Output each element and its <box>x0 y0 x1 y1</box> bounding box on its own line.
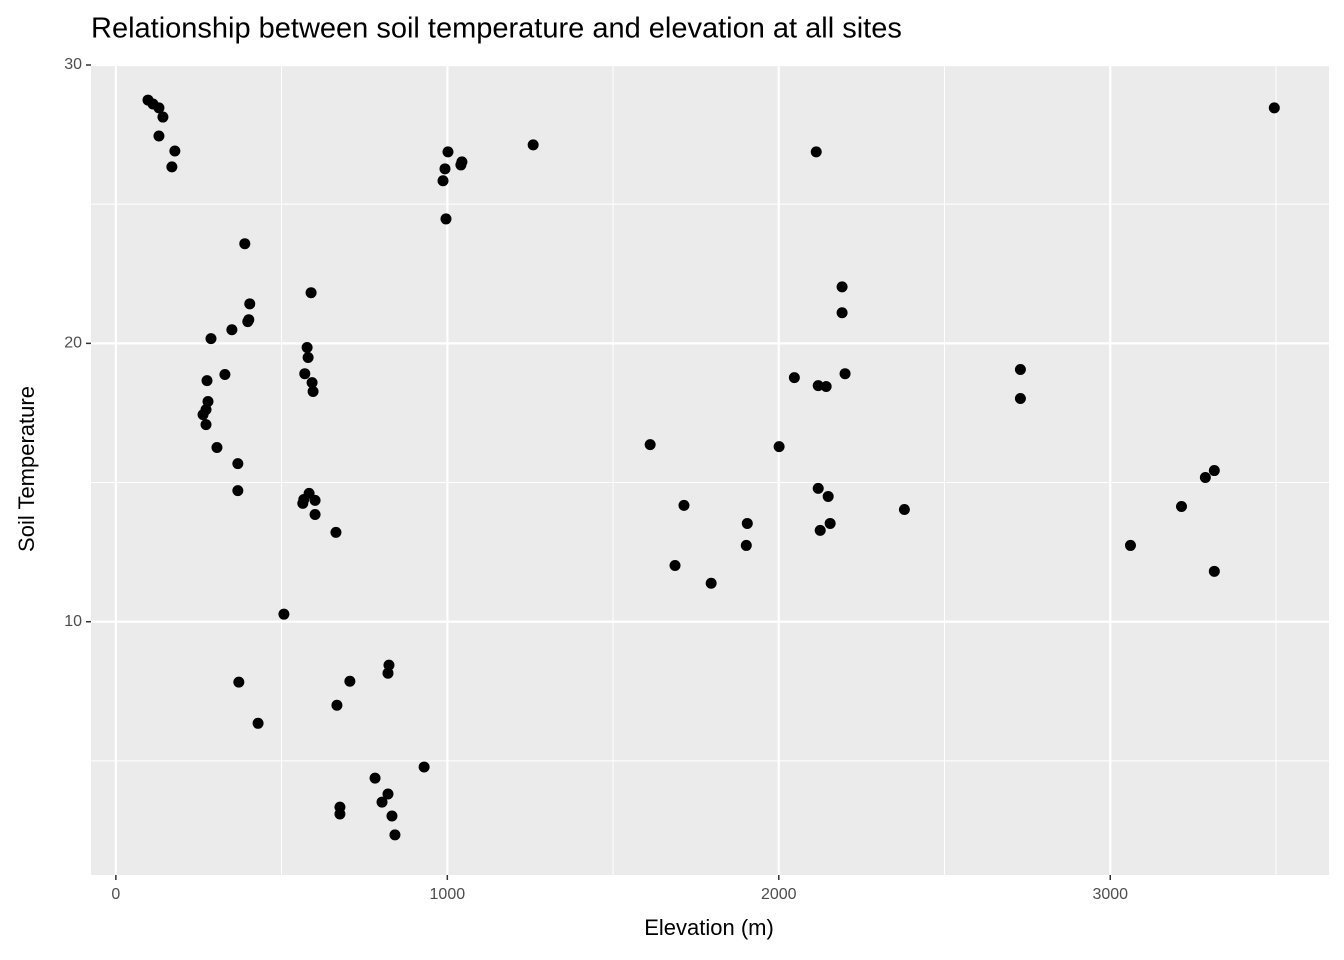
point <box>382 788 394 800</box>
point <box>644 439 656 451</box>
point <box>810 146 822 158</box>
point <box>169 145 181 157</box>
x-tick-label: 3000 <box>1092 886 1128 903</box>
point <box>773 441 785 453</box>
point <box>299 368 311 380</box>
point <box>278 608 290 620</box>
plot-panel <box>91 65 1329 875</box>
point <box>382 667 394 679</box>
point <box>455 159 467 171</box>
point <box>1268 102 1280 114</box>
point <box>820 380 832 392</box>
point <box>157 111 169 123</box>
point <box>309 494 321 506</box>
point <box>306 377 318 389</box>
point <box>705 577 717 589</box>
x-axis-title: Elevation (m) <box>644 915 774 940</box>
point <box>836 281 848 293</box>
point <box>1176 500 1188 512</box>
point <box>239 238 251 250</box>
point <box>839 368 851 380</box>
point <box>788 372 800 384</box>
point <box>305 287 317 299</box>
point <box>197 409 209 421</box>
point <box>1199 472 1211 484</box>
point <box>418 761 430 773</box>
point <box>166 161 178 173</box>
chart-title: Relationship between soil temperature an… <box>91 13 902 45</box>
point <box>669 559 681 571</box>
point <box>219 369 231 381</box>
point <box>812 380 824 392</box>
point <box>442 146 454 158</box>
point <box>1124 539 1136 551</box>
point <box>302 352 314 364</box>
point <box>383 659 395 671</box>
point <box>233 676 245 688</box>
point <box>1208 565 1220 577</box>
point <box>200 419 212 431</box>
point <box>201 375 213 387</box>
point <box>824 517 836 529</box>
point <box>205 333 217 345</box>
point <box>226 324 238 336</box>
point <box>309 509 321 521</box>
point <box>440 213 452 225</box>
point <box>740 539 752 551</box>
point <box>153 130 165 142</box>
point <box>242 316 254 328</box>
x-tick-label: 1000 <box>430 886 466 903</box>
point <box>812 482 824 494</box>
point <box>386 810 398 822</box>
point <box>439 163 451 175</box>
point <box>153 102 165 114</box>
point <box>232 458 244 470</box>
point <box>252 717 264 729</box>
point <box>822 490 834 502</box>
point <box>297 497 309 509</box>
point <box>741 517 753 529</box>
point <box>389 829 401 841</box>
y-tick-label: 10 <box>64 613 82 630</box>
point <box>211 441 223 453</box>
point <box>527 139 539 151</box>
point <box>678 499 690 511</box>
point <box>369 772 381 784</box>
point <box>232 485 244 497</box>
point <box>344 675 356 687</box>
y-axis-title: Soil Temperature <box>14 386 39 552</box>
point <box>244 298 256 310</box>
point <box>1014 364 1026 376</box>
x-tick-label: 2000 <box>761 886 797 903</box>
point <box>330 526 342 538</box>
x-tick-label: 0 <box>111 886 120 903</box>
point <box>301 342 313 354</box>
point <box>836 307 848 319</box>
y-tick-label: 20 <box>64 335 82 352</box>
y-tick-label: 30 <box>64 56 82 73</box>
point <box>331 699 343 711</box>
point <box>898 504 910 516</box>
point <box>1014 392 1026 404</box>
point <box>334 808 346 820</box>
point <box>376 796 388 808</box>
point <box>307 386 319 398</box>
point <box>814 524 826 536</box>
point <box>1208 465 1220 477</box>
point <box>437 175 449 187</box>
